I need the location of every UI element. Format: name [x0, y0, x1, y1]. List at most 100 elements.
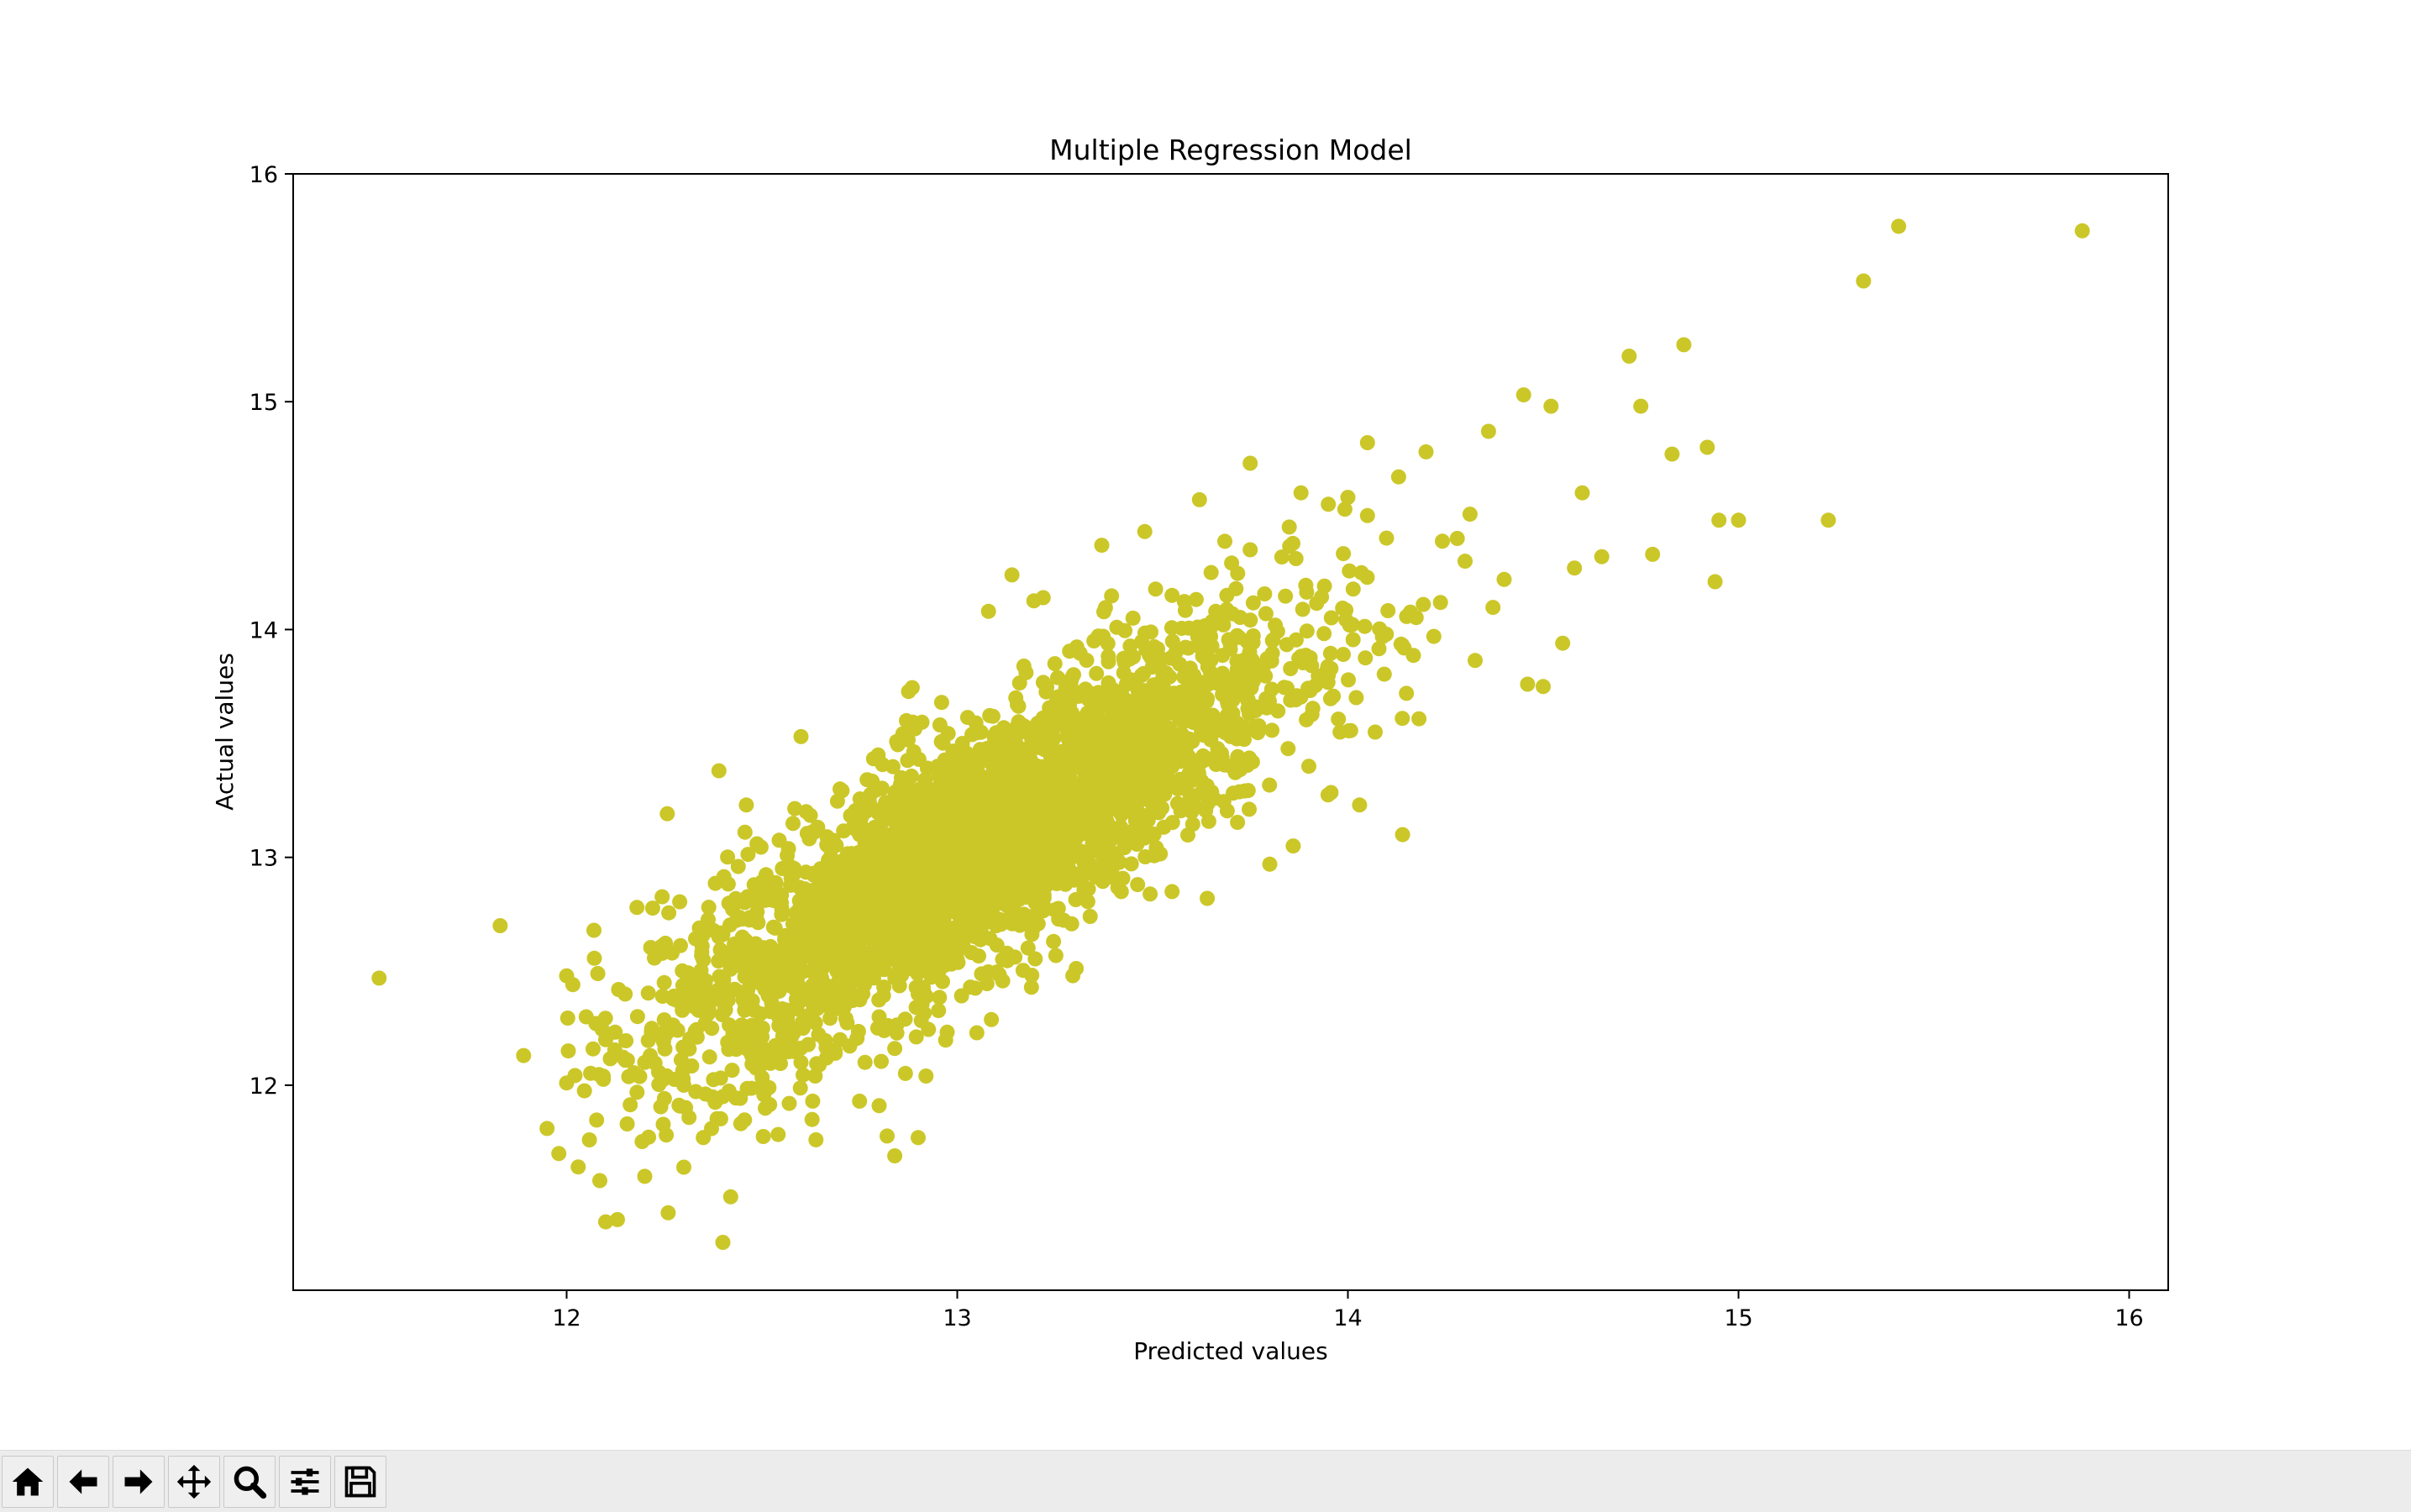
scatter-point — [1029, 831, 1045, 847]
scatter-point — [889, 966, 905, 982]
scatter-point — [1123, 856, 1139, 872]
scatter-point — [1064, 802, 1079, 818]
scatter-point — [804, 1111, 820, 1127]
scatter-point — [918, 791, 933, 807]
scatter-point — [826, 892, 842, 908]
scatter-point — [1536, 679, 1551, 695]
scatter-point — [993, 916, 1009, 932]
scatter-point — [889, 1017, 905, 1033]
save-button[interactable] — [334, 1455, 386, 1508]
scatter-point — [1371, 641, 1387, 657]
zoom-button[interactable] — [223, 1455, 276, 1508]
scatter-point — [836, 1000, 852, 1016]
scatter-point — [998, 742, 1014, 757]
matplotlib-toolbar — [0, 1450, 2411, 1512]
scatter-point — [1010, 774, 1026, 790]
scatter-point — [656, 974, 672, 990]
scatter-point — [792, 1080, 808, 1096]
scatter-point — [813, 946, 829, 962]
scatter-point — [1323, 660, 1339, 676]
scatter-point — [829, 793, 845, 809]
magnifier-icon — [234, 1466, 267, 1499]
scatter-point — [602, 1051, 618, 1067]
configure-subplots-button[interactable] — [279, 1455, 331, 1508]
scatter-point — [1543, 398, 1559, 414]
scatter-point — [1262, 856, 1278, 872]
y-tick-label: 15 — [250, 390, 278, 416]
scatter-point — [799, 942, 815, 958]
x-tick-label: 16 — [2114, 1305, 2143, 1331]
scatter-point — [805, 1093, 821, 1109]
back-button[interactable] — [57, 1455, 109, 1508]
scatter-point — [762, 1004, 778, 1020]
scatter-point — [629, 1009, 645, 1025]
scatter-point — [1320, 675, 1336, 690]
scatter-point — [895, 895, 911, 911]
x-tick-label: 12 — [552, 1305, 580, 1331]
scatter-point — [1068, 892, 1084, 907]
pan-button[interactable] — [168, 1455, 220, 1508]
scatter-point — [1322, 645, 1338, 661]
scatter-point — [867, 819, 883, 835]
scatter-point — [1142, 886, 1158, 902]
scatter-point — [990, 765, 1006, 781]
scatter-point — [1264, 722, 1280, 738]
home-icon — [12, 1467, 44, 1495]
arrow-left-icon — [69, 1468, 97, 1494]
scatter-point — [884, 853, 900, 869]
scatter-point — [1374, 629, 1390, 644]
scatter-points — [371, 218, 2090, 1250]
scatter-point — [1016, 659, 1032, 674]
scatter-point — [551, 1146, 567, 1162]
scatter-point — [656, 1012, 672, 1028]
home-button[interactable] — [2, 1455, 54, 1508]
scatter-point — [760, 967, 776, 983]
scatter-point — [812, 1057, 827, 1073]
scatter-point — [1243, 680, 1259, 696]
scatter-point — [995, 973, 1011, 989]
scatter-point — [1359, 435, 1375, 450]
scatter-point — [1040, 760, 1056, 776]
scatter-point — [858, 804, 874, 820]
scatter-point — [1216, 617, 1232, 633]
scatter-point — [1164, 587, 1180, 603]
scatter-point — [1462, 507, 1478, 522]
scatter-point — [1399, 685, 1415, 701]
scatter-point — [1164, 884, 1180, 900]
scatter-point — [581, 1132, 597, 1147]
scatter-point — [929, 927, 945, 943]
forward-button[interactable] — [113, 1455, 165, 1508]
scatter-point — [793, 1054, 809, 1070]
scatter-point — [676, 1159, 691, 1175]
scatter-point — [1336, 647, 1351, 663]
scatter-point — [749, 836, 765, 852]
scatter-point — [1368, 724, 1383, 740]
scatter-point — [760, 944, 776, 960]
scatter-point — [872, 836, 887, 852]
scatter-point — [875, 911, 890, 927]
scatter-point — [1197, 718, 1213, 734]
scatter-point — [1256, 658, 1272, 674]
scatter-point — [1166, 685, 1182, 701]
scatter-point — [1232, 610, 1248, 625]
scatter-point — [1024, 968, 1040, 983]
scatter-point — [590, 966, 606, 981]
scatter-point — [637, 1168, 653, 1184]
scatter-point — [658, 935, 674, 951]
scatter-point — [1036, 899, 1052, 915]
x-axis-ticks: 12 13 14 15 16 — [552, 1290, 2144, 1331]
scatter-point — [749, 1058, 764, 1074]
scatter-point — [875, 988, 891, 1004]
scatter-point — [1194, 704, 1210, 720]
scatter-point — [733, 1030, 749, 1046]
scatter-point — [1061, 754, 1077, 770]
scatter-point — [1214, 749, 1230, 765]
scatter-point — [1594, 549, 1610, 564]
scatter-point — [712, 1110, 728, 1126]
scatter-point — [1186, 797, 1202, 813]
scatter-point — [1122, 638, 1138, 654]
scatter-point — [1574, 485, 1590, 501]
scatter-point — [1184, 816, 1200, 832]
scatter-point — [908, 1000, 924, 1016]
scatter-point — [1101, 855, 1117, 871]
